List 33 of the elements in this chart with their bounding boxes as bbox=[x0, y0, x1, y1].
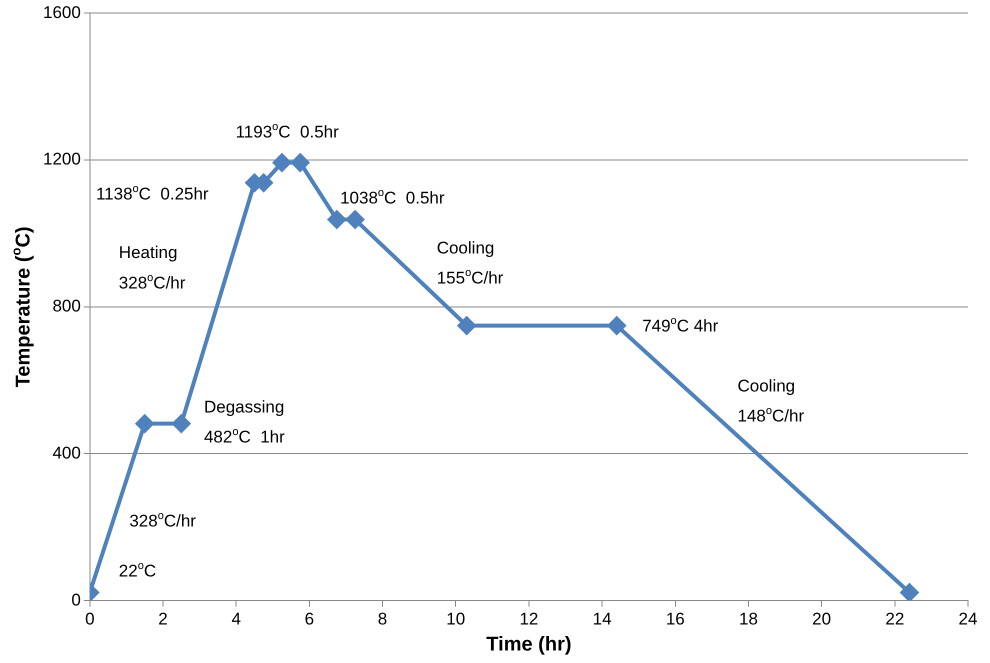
x-tick-label: 12 bbox=[519, 609, 538, 628]
x-axis-title: Time (hr) bbox=[486, 634, 572, 656]
point bbox=[608, 316, 626, 335]
x-tick-label: 24 bbox=[958, 609, 978, 628]
y-tick-label: 800 bbox=[52, 296, 81, 316]
x-tick-label: 6 bbox=[304, 609, 314, 628]
x-tick-label: 8 bbox=[378, 609, 388, 628]
x-tick-label: 22 bbox=[885, 609, 904, 628]
x-tick-label: 0 bbox=[85, 609, 95, 628]
x-tick-label: 14 bbox=[592, 609, 612, 628]
point bbox=[328, 210, 346, 229]
point bbox=[172, 414, 190, 433]
x-tick-label: 18 bbox=[738, 609, 758, 628]
y-tick-label: 1200 bbox=[42, 150, 81, 169]
y-axis-title: Temperature (oC) bbox=[8, 226, 35, 388]
y-tick-label: 0 bbox=[71, 590, 81, 610]
x-tick-label: 4 bbox=[231, 609, 241, 628]
point bbox=[291, 154, 310, 172]
annotation: Degassing bbox=[204, 398, 284, 417]
point bbox=[136, 414, 154, 433]
y-tick-label: 400 bbox=[52, 443, 81, 462]
annotation: Cooling bbox=[737, 376, 796, 396]
point bbox=[346, 210, 364, 229]
annotation: Heating bbox=[118, 243, 178, 262]
x-tick-label: 10 bbox=[446, 609, 466, 628]
y-tick-label: 1600 bbox=[42, 2, 81, 22]
x-tick-label: 16 bbox=[666, 609, 685, 628]
point bbox=[900, 584, 918, 601]
annotation: Cooling bbox=[436, 238, 494, 258]
x-tick-label: 20 bbox=[812, 609, 832, 628]
point bbox=[272, 154, 291, 172]
x-tick-label: 2 bbox=[158, 609, 168, 628]
point bbox=[458, 316, 476, 335]
